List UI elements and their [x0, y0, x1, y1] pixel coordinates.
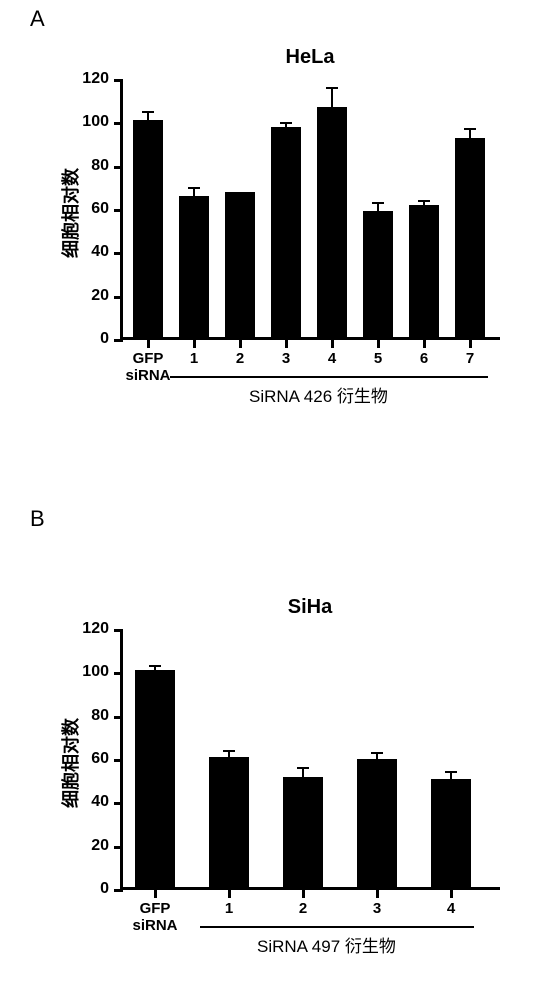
- x-tick: [193, 340, 196, 348]
- error-bar: [193, 188, 195, 197]
- bar: [431, 779, 471, 887]
- y-tick: [114, 209, 123, 212]
- bar: [409, 205, 439, 337]
- x-group-line: [170, 376, 488, 378]
- error-cap: [297, 767, 309, 769]
- bar: [225, 192, 255, 337]
- y-tick-label: 60: [73, 200, 109, 218]
- chart-b-plot: 020406080100120GFPsiRNA1234: [120, 630, 500, 890]
- y-tick-label: 80: [73, 157, 109, 175]
- x-tick: [376, 890, 379, 898]
- x-category-label: 5: [368, 350, 388, 367]
- x-tick: [469, 340, 472, 348]
- bar: [133, 120, 163, 337]
- y-tick-label: 100: [73, 113, 109, 131]
- bar: [357, 759, 397, 887]
- chart-a-plot: 020406080100120GFPsiRNA1234567: [120, 80, 500, 340]
- error-cap: [418, 200, 430, 202]
- x-tick: [228, 890, 231, 898]
- x-category-label: 4: [441, 900, 461, 917]
- error-cap: [188, 187, 200, 189]
- y-tick: [114, 889, 123, 892]
- x-category-label: 4: [322, 350, 342, 367]
- y-tick-label: 120: [73, 620, 109, 638]
- panel-a-label: A: [30, 6, 45, 32]
- panel-b-label: B: [30, 506, 45, 532]
- bar: [179, 196, 209, 337]
- y-tick: [114, 339, 123, 342]
- bar: [135, 670, 175, 887]
- x-tick: [285, 340, 288, 348]
- x-category-label: 7: [460, 350, 480, 367]
- y-tick-label: 100: [73, 663, 109, 681]
- y-tick: [114, 122, 123, 125]
- y-tick: [114, 296, 123, 299]
- y-tick-label: 120: [73, 70, 109, 88]
- error-cap: [372, 202, 384, 204]
- bar: [317, 107, 347, 337]
- error-cap: [223, 750, 235, 752]
- y-tick-label: 80: [73, 707, 109, 725]
- y-tick: [114, 716, 123, 719]
- chart-b-xgroup: SiRNA 497 衍生物: [257, 932, 396, 957]
- error-cap: [326, 87, 338, 89]
- chart-a-xgroup: SiRNA 426 衍生物: [249, 382, 388, 407]
- error-bar: [302, 768, 304, 777]
- panel-b: B SiHa 细胞相对数 020406080100120GFPsiRNA1234…: [0, 500, 551, 1000]
- bar: [283, 777, 323, 888]
- x-tick: [331, 340, 334, 348]
- y-tick: [114, 846, 123, 849]
- x-tick: [450, 890, 453, 898]
- x-category-label: GFPsiRNA: [118, 350, 178, 384]
- x-category-label: 1: [184, 350, 204, 367]
- y-tick: [114, 79, 123, 82]
- x-category-label: 3: [276, 350, 296, 367]
- x-category-label: GFPsiRNA: [125, 900, 185, 934]
- y-tick: [114, 802, 123, 805]
- x-tick: [147, 340, 150, 348]
- y-tick-label: 40: [73, 243, 109, 261]
- y-tick: [114, 252, 123, 255]
- error-bar: [469, 129, 471, 138]
- y-tick-label: 20: [73, 287, 109, 305]
- x-group-line: [200, 926, 474, 928]
- error-cap: [371, 752, 383, 754]
- y-tick: [114, 759, 123, 762]
- x-tick: [377, 340, 380, 348]
- x-category-label: 6: [414, 350, 434, 367]
- bar: [363, 211, 393, 337]
- error-bar: [377, 203, 379, 212]
- x-tick: [239, 340, 242, 348]
- bar: [455, 138, 485, 337]
- error-cap: [445, 771, 457, 773]
- x-category-label: 2: [293, 900, 313, 917]
- error-bar: [147, 112, 149, 121]
- chart-a-title: HeLa: [120, 46, 500, 69]
- x-tick: [302, 890, 305, 898]
- chart-b-title: SiHa: [120, 596, 500, 619]
- y-tick-label: 0: [73, 330, 109, 348]
- y-tick-label: 60: [73, 750, 109, 768]
- y-tick-label: 40: [73, 793, 109, 811]
- y-tick-label: 0: [73, 880, 109, 898]
- error-cap: [149, 665, 161, 667]
- bar: [209, 757, 249, 887]
- x-category-label: 2: [230, 350, 250, 367]
- y-tick-label: 20: [73, 837, 109, 855]
- y-tick: [114, 672, 123, 675]
- x-category-label: 3: [367, 900, 387, 917]
- error-cap: [280, 122, 292, 124]
- x-category-label: 1: [219, 900, 239, 917]
- panel-a: A HeLa 细胞相对数 020406080100120GFPsiRNA1234…: [0, 0, 551, 450]
- error-cap: [142, 111, 154, 113]
- x-tick: [423, 340, 426, 348]
- error-bar: [331, 88, 333, 108]
- y-tick: [114, 629, 123, 632]
- error-cap: [464, 128, 476, 130]
- bar: [271, 127, 301, 337]
- y-tick: [114, 166, 123, 169]
- x-tick: [154, 890, 157, 898]
